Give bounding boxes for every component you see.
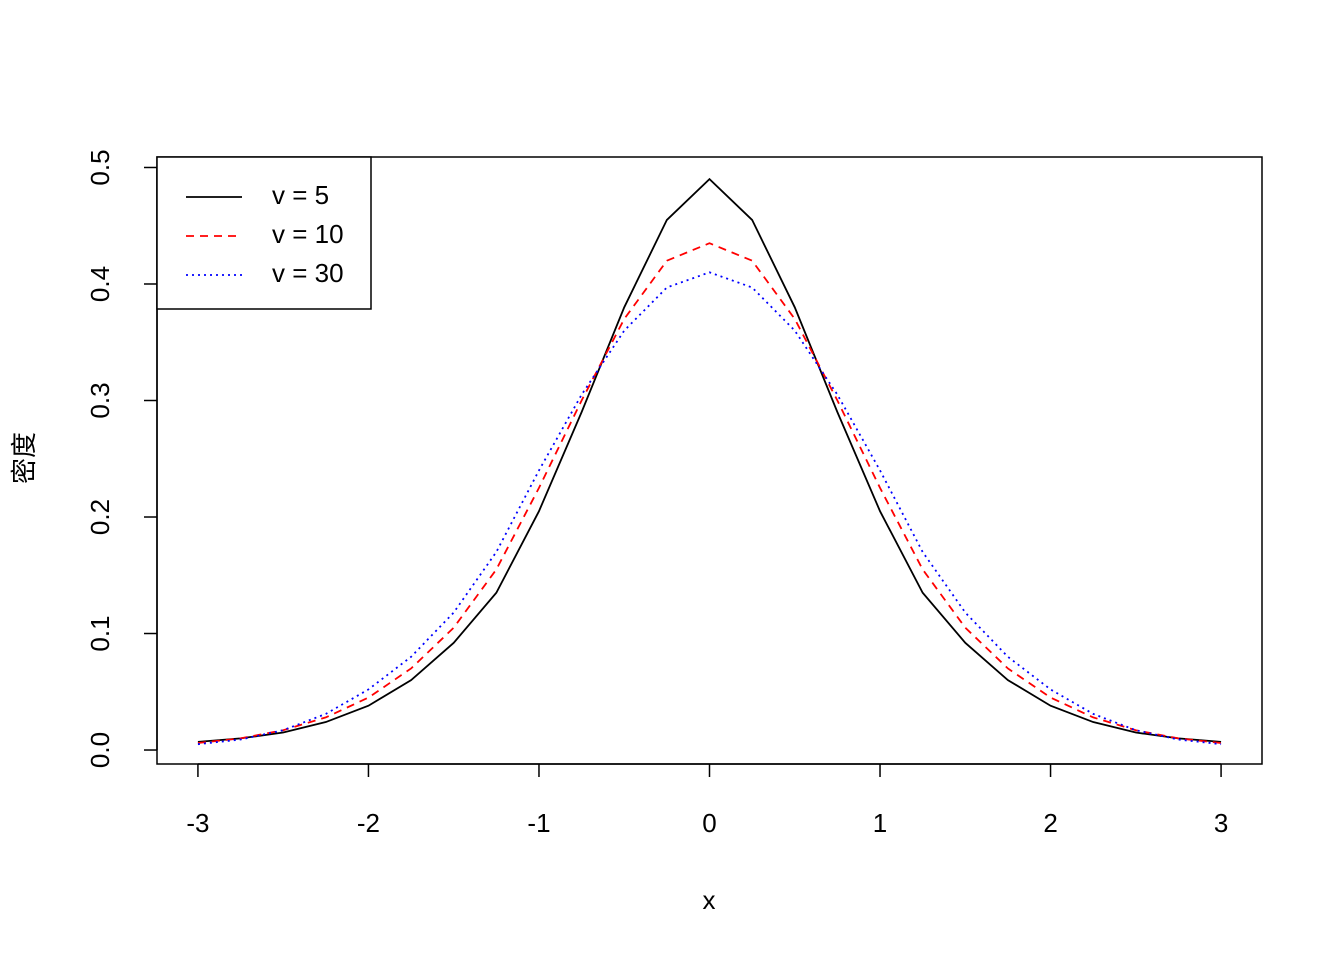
y-tick-label: 0.4 [85,266,115,302]
x-tick-label: 3 [1214,808,1228,838]
line-series [197,271,1222,746]
x-tick-label: 2 [1043,808,1057,838]
y-tick-label: 0.1 [85,615,115,651]
line-series [197,242,1222,744]
x-tick-label: -3 [186,808,209,838]
legend-label: v = 5 [272,180,329,210]
line-series [197,177,1222,743]
x-axis-label: x [703,885,716,915]
x-tick-label: -2 [357,808,380,838]
y-tick-label: 0.5 [85,149,115,185]
legend-label: v = 10 [272,219,344,249]
y-tick-label: 0.3 [85,382,115,418]
y-axis-label: 密度 [10,432,40,484]
x-tick-label: 1 [873,808,887,838]
x-tick-label: -1 [527,808,550,838]
legend-box [156,156,372,310]
y-tick-label: 0.0 [85,732,115,768]
y-tick-label: 0.2 [85,499,115,535]
x-tick-label: 0 [702,808,716,838]
legend-label: v = 30 [272,258,344,288]
